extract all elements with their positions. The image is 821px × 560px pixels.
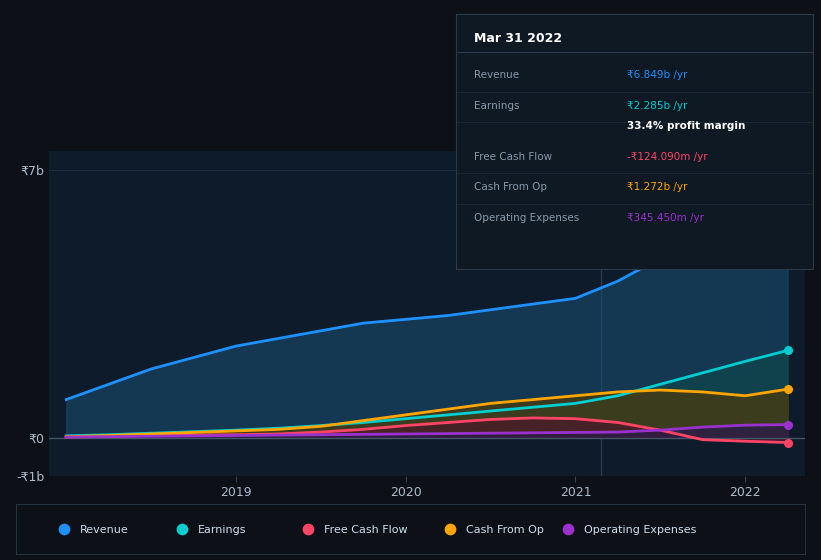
Point: [781, 385, 794, 394]
Text: Cash From Op: Cash From Op: [466, 525, 544, 535]
Point: [781, 420, 794, 429]
Text: Cash From Op: Cash From Op: [474, 182, 547, 192]
Text: Revenue: Revenue: [80, 525, 128, 535]
Point: [781, 346, 794, 355]
Text: ₹345.450m /yr: ₹345.450m /yr: [627, 213, 704, 223]
Point: [781, 438, 794, 447]
Text: Operating Expenses: Operating Expenses: [474, 213, 579, 223]
Text: 33.4% profit margin: 33.4% profit margin: [627, 121, 745, 131]
Text: Earnings: Earnings: [198, 525, 246, 535]
Text: ₹2.285b /yr: ₹2.285b /yr: [627, 101, 687, 111]
Text: Mar 31 2022: Mar 31 2022: [474, 32, 562, 45]
Point: [57, 525, 71, 534]
Text: Earnings: Earnings: [474, 101, 519, 111]
Point: [176, 525, 189, 534]
Text: ₹6.849b /yr: ₹6.849b /yr: [627, 70, 687, 80]
Point: [301, 525, 314, 534]
Text: -₹124.090m /yr: -₹124.090m /yr: [627, 152, 708, 162]
Text: Free Cash Flow: Free Cash Flow: [323, 525, 407, 535]
Text: Free Cash Flow: Free Cash Flow: [474, 152, 552, 162]
Point: [562, 525, 575, 534]
Text: Revenue: Revenue: [474, 70, 519, 80]
Text: Operating Expenses: Operating Expenses: [584, 525, 696, 535]
Point: [781, 171, 794, 180]
Point: [443, 525, 456, 534]
Text: ₹1.272b /yr: ₹1.272b /yr: [627, 182, 687, 192]
